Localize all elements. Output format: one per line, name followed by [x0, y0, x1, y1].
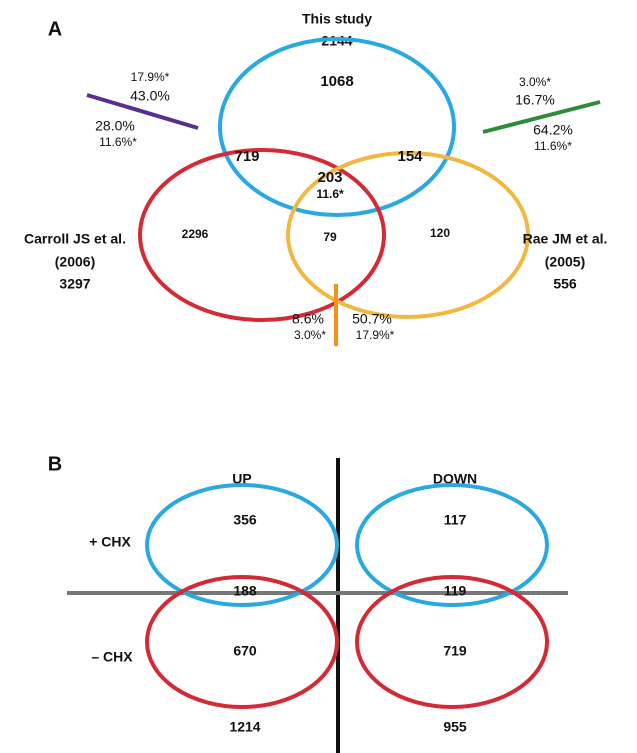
- annotation: 28.0%: [95, 118, 135, 134]
- set-minus-chx: [355, 575, 549, 709]
- set-name: Carroll JS et al.: [24, 231, 126, 247]
- set-year: (2005): [545, 254, 585, 270]
- region-count: 2296: [182, 227, 209, 241]
- region-count: 719: [234, 148, 259, 165]
- set-count: 3297: [59, 276, 90, 292]
- annotation: 43.0%: [130, 88, 170, 104]
- annotation: 8.6%: [292, 311, 324, 327]
- region-count: 79: [323, 230, 337, 244]
- panel-label: B: [48, 453, 62, 475]
- region-count: 120: [430, 226, 450, 240]
- set-name: Rae JM et al.: [523, 231, 608, 247]
- region-percent: 11.6*: [316, 187, 344, 201]
- annotation: 3.0%*: [294, 328, 326, 342]
- annotation: 3.0%*: [519, 75, 551, 89]
- row-label: + CHX: [89, 534, 131, 550]
- region-count: 117: [444, 512, 467, 528]
- total: 955: [443, 719, 467, 735]
- region-count: 154: [397, 148, 423, 165]
- annotation: 11.6%*: [534, 139, 572, 153]
- region-count: 188: [233, 583, 257, 599]
- annotation: 50.7%: [352, 311, 392, 327]
- annotation-line: [482, 100, 601, 134]
- region-count: 670: [233, 643, 257, 659]
- set-name: This study: [302, 11, 372, 27]
- region-count: 203: [317, 169, 342, 186]
- annotation: 11.6%*: [99, 135, 137, 149]
- column-header: UP: [232, 471, 251, 487]
- annotation: 17.9%*: [356, 328, 395, 342]
- set-minus-chx: [145, 575, 339, 709]
- set-rae: [286, 151, 530, 319]
- set-plus-chx: [145, 483, 339, 607]
- set-this-study: [218, 37, 456, 217]
- set-plus-chx: [355, 483, 549, 607]
- annotation: 64.2%: [533, 122, 573, 138]
- set-year: (2006): [55, 254, 95, 270]
- region-count: 119: [444, 583, 467, 599]
- region-count: 719: [443, 643, 467, 659]
- region-count: 1068: [320, 73, 353, 90]
- total: 1214: [229, 719, 260, 735]
- region-count: 356: [233, 512, 257, 528]
- annotation: 16.7%: [515, 92, 555, 108]
- annotation-line: [86, 93, 199, 130]
- set-count: 556: [553, 276, 577, 292]
- set-carroll: [138, 148, 386, 322]
- annotation: 17.9%*: [131, 70, 170, 84]
- row-label: – CHX: [91, 649, 133, 665]
- panel-label: A: [48, 18, 62, 40]
- column-header: DOWN: [433, 471, 477, 487]
